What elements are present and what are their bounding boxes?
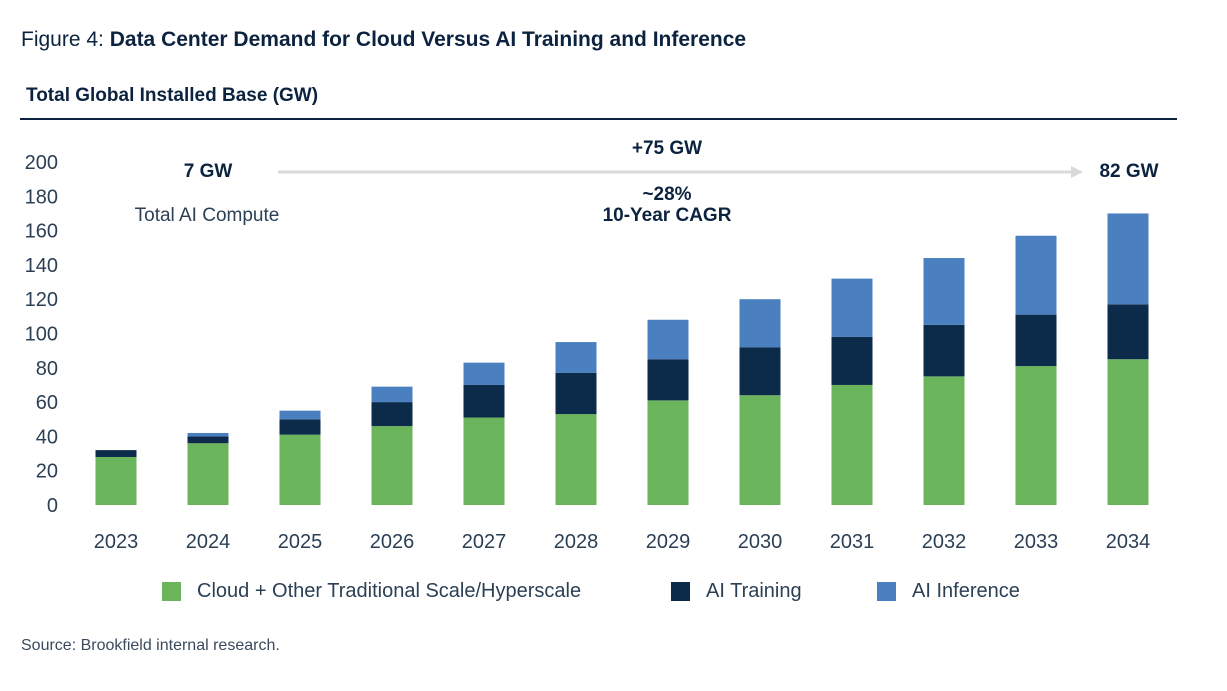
bar-inference-2031 — [831, 278, 873, 337]
y-tick-label: 160 — [25, 221, 58, 243]
y-tick-label: 20 — [36, 461, 58, 483]
x-tick-label: 2034 — [1106, 531, 1151, 553]
figure-main-title: Data Center Demand for Cloud Versus AI T… — [109, 28, 747, 51]
y-tick-label: 40 — [36, 426, 58, 448]
figure-number: Figure 4: — [21, 28, 110, 51]
bar-inference-2024 — [187, 432, 229, 437]
growth-label: +75 GW — [632, 138, 702, 159]
cagr-label: 10-Year CAGR — [603, 205, 732, 226]
bar-training-2023 — [95, 450, 137, 457]
bar-inference-2033 — [1015, 235, 1057, 315]
bar-inference-2029 — [647, 319, 689, 360]
y-tick-label: 180 — [25, 186, 58, 208]
bar-training-2030 — [739, 347, 781, 396]
y-tick-label: 60 — [36, 392, 58, 414]
legend-item-training: AI Training — [671, 580, 802, 603]
chart-subtitle: Total Global Installed Base (GW) — [26, 85, 319, 106]
y-tick-label: 140 — [25, 255, 58, 277]
bar-inference-2034 — [1107, 213, 1149, 305]
legend-item-inference: AI Inference — [877, 580, 1020, 603]
y-tick-label: 80 — [36, 358, 58, 380]
legend: Cloud + Other Traditional Scale/Hypersca… — [0, 580, 1227, 606]
bar-training-2031 — [831, 336, 873, 385]
legend-label-inference: AI Inference — [912, 580, 1020, 602]
bar-cloud-2027 — [463, 417, 505, 505]
bar-training-2024 — [187, 436, 229, 444]
bar-training-2028 — [555, 372, 597, 415]
total-ai-compute-label: Total AI Compute — [135, 205, 280, 226]
header-rule — [20, 118, 1177, 120]
bar-cloud-2030 — [739, 395, 781, 505]
legend-label-cloud: Cloud + Other Traditional Scale/Hypersca… — [197, 580, 582, 602]
figure-title: Figure 4: Data Center Demand for Cloud V… — [21, 28, 746, 52]
bar-training-2026 — [371, 402, 413, 427]
x-tick-label: 2025 — [278, 531, 323, 553]
legend-swatch-inference — [877, 582, 896, 601]
legend-item-cloud: Cloud + Other Traditional Scale/Hypersca… — [162, 580, 581, 603]
x-tick-label: 2033 — [1014, 531, 1059, 553]
legend-label-training: AI Training — [706, 580, 802, 602]
bar-cloud-2034 — [1107, 359, 1149, 505]
bar-cloud-2032 — [923, 376, 965, 505]
x-tick-label: 2024 — [186, 531, 231, 553]
chart-area: 0 20 40 60 80 100 120 140 160 180 200 2023 2024 2025… — [25, 138, 1159, 553]
bar-training-2027 — [463, 384, 505, 418]
bar-training-2032 — [923, 324, 965, 377]
bar-training-2025 — [279, 419, 321, 435]
bar-cloud-2026 — [371, 426, 413, 505]
growth-annotation: 7 GW 82 GW +75 GW ~28% 10-Year CAGR Tota… — [135, 138, 1159, 226]
bar-cloud-2025 — [279, 434, 321, 505]
bar-inference-2026 — [371, 386, 413, 403]
bar-training-2034 — [1107, 304, 1149, 360]
growth-arrow-head — [1071, 166, 1083, 178]
x-tick-label: 2027 — [462, 531, 507, 553]
x-axis: 2023 2024 2025 2026 2027 2028 2029 2030 2031 2032… — [94, 531, 1151, 553]
bar-cloud-2033 — [1015, 366, 1057, 505]
bar-inference-2028 — [555, 342, 597, 373]
bar-cloud-2024 — [187, 443, 229, 505]
y-axis: 0 20 40 60 80 100 120 140 160 180 200 — [25, 152, 58, 517]
x-tick-label: 2031 — [830, 531, 875, 553]
y-tick-label: 100 — [25, 324, 58, 346]
bar-series — [95, 213, 1149, 505]
y-tick-label: 200 — [25, 152, 58, 174]
bar-training-2029 — [647, 359, 689, 401]
bar-inference-2025 — [279, 410, 321, 420]
legend-swatch-training — [671, 582, 690, 601]
bar-cloud-2028 — [555, 414, 597, 505]
bar-cloud-2023 — [95, 456, 137, 505]
y-tick-label: 120 — [25, 289, 58, 311]
bar-training-2033 — [1015, 314, 1057, 367]
source-note: Source: Brookfield internal research. — [21, 637, 280, 654]
start-value-label: 7 GW — [184, 161, 233, 182]
bar-cloud-2029 — [647, 400, 689, 505]
end-value-label: 82 GW — [1099, 161, 1158, 182]
x-tick-label: 2032 — [922, 531, 967, 553]
bar-cloud-2031 — [831, 384, 873, 505]
bar-inference-2027 — [463, 362, 505, 385]
bar-inference-2030 — [739, 299, 781, 348]
x-tick-label: 2029 — [646, 531, 691, 553]
x-tick-label: 2028 — [554, 531, 599, 553]
legend-swatch-cloud — [162, 582, 181, 601]
x-tick-label: 2023 — [94, 531, 139, 553]
y-tick-label: 0 — [47, 495, 58, 517]
cagr-value-label: ~28% — [642, 184, 691, 205]
x-tick-label: 2030 — [738, 531, 783, 553]
bar-inference-2032 — [923, 258, 965, 325]
x-tick-label: 2026 — [370, 531, 415, 553]
